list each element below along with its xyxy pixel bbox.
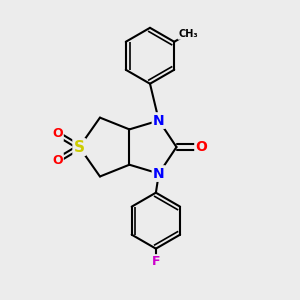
Text: F: F	[152, 255, 160, 268]
Text: N: N	[153, 114, 165, 128]
Text: O: O	[196, 140, 208, 154]
Text: S: S	[74, 140, 85, 154]
Text: O: O	[52, 154, 63, 167]
Text: O: O	[52, 127, 63, 140]
Text: N: N	[153, 167, 165, 181]
Text: CH₃: CH₃	[178, 29, 198, 39]
